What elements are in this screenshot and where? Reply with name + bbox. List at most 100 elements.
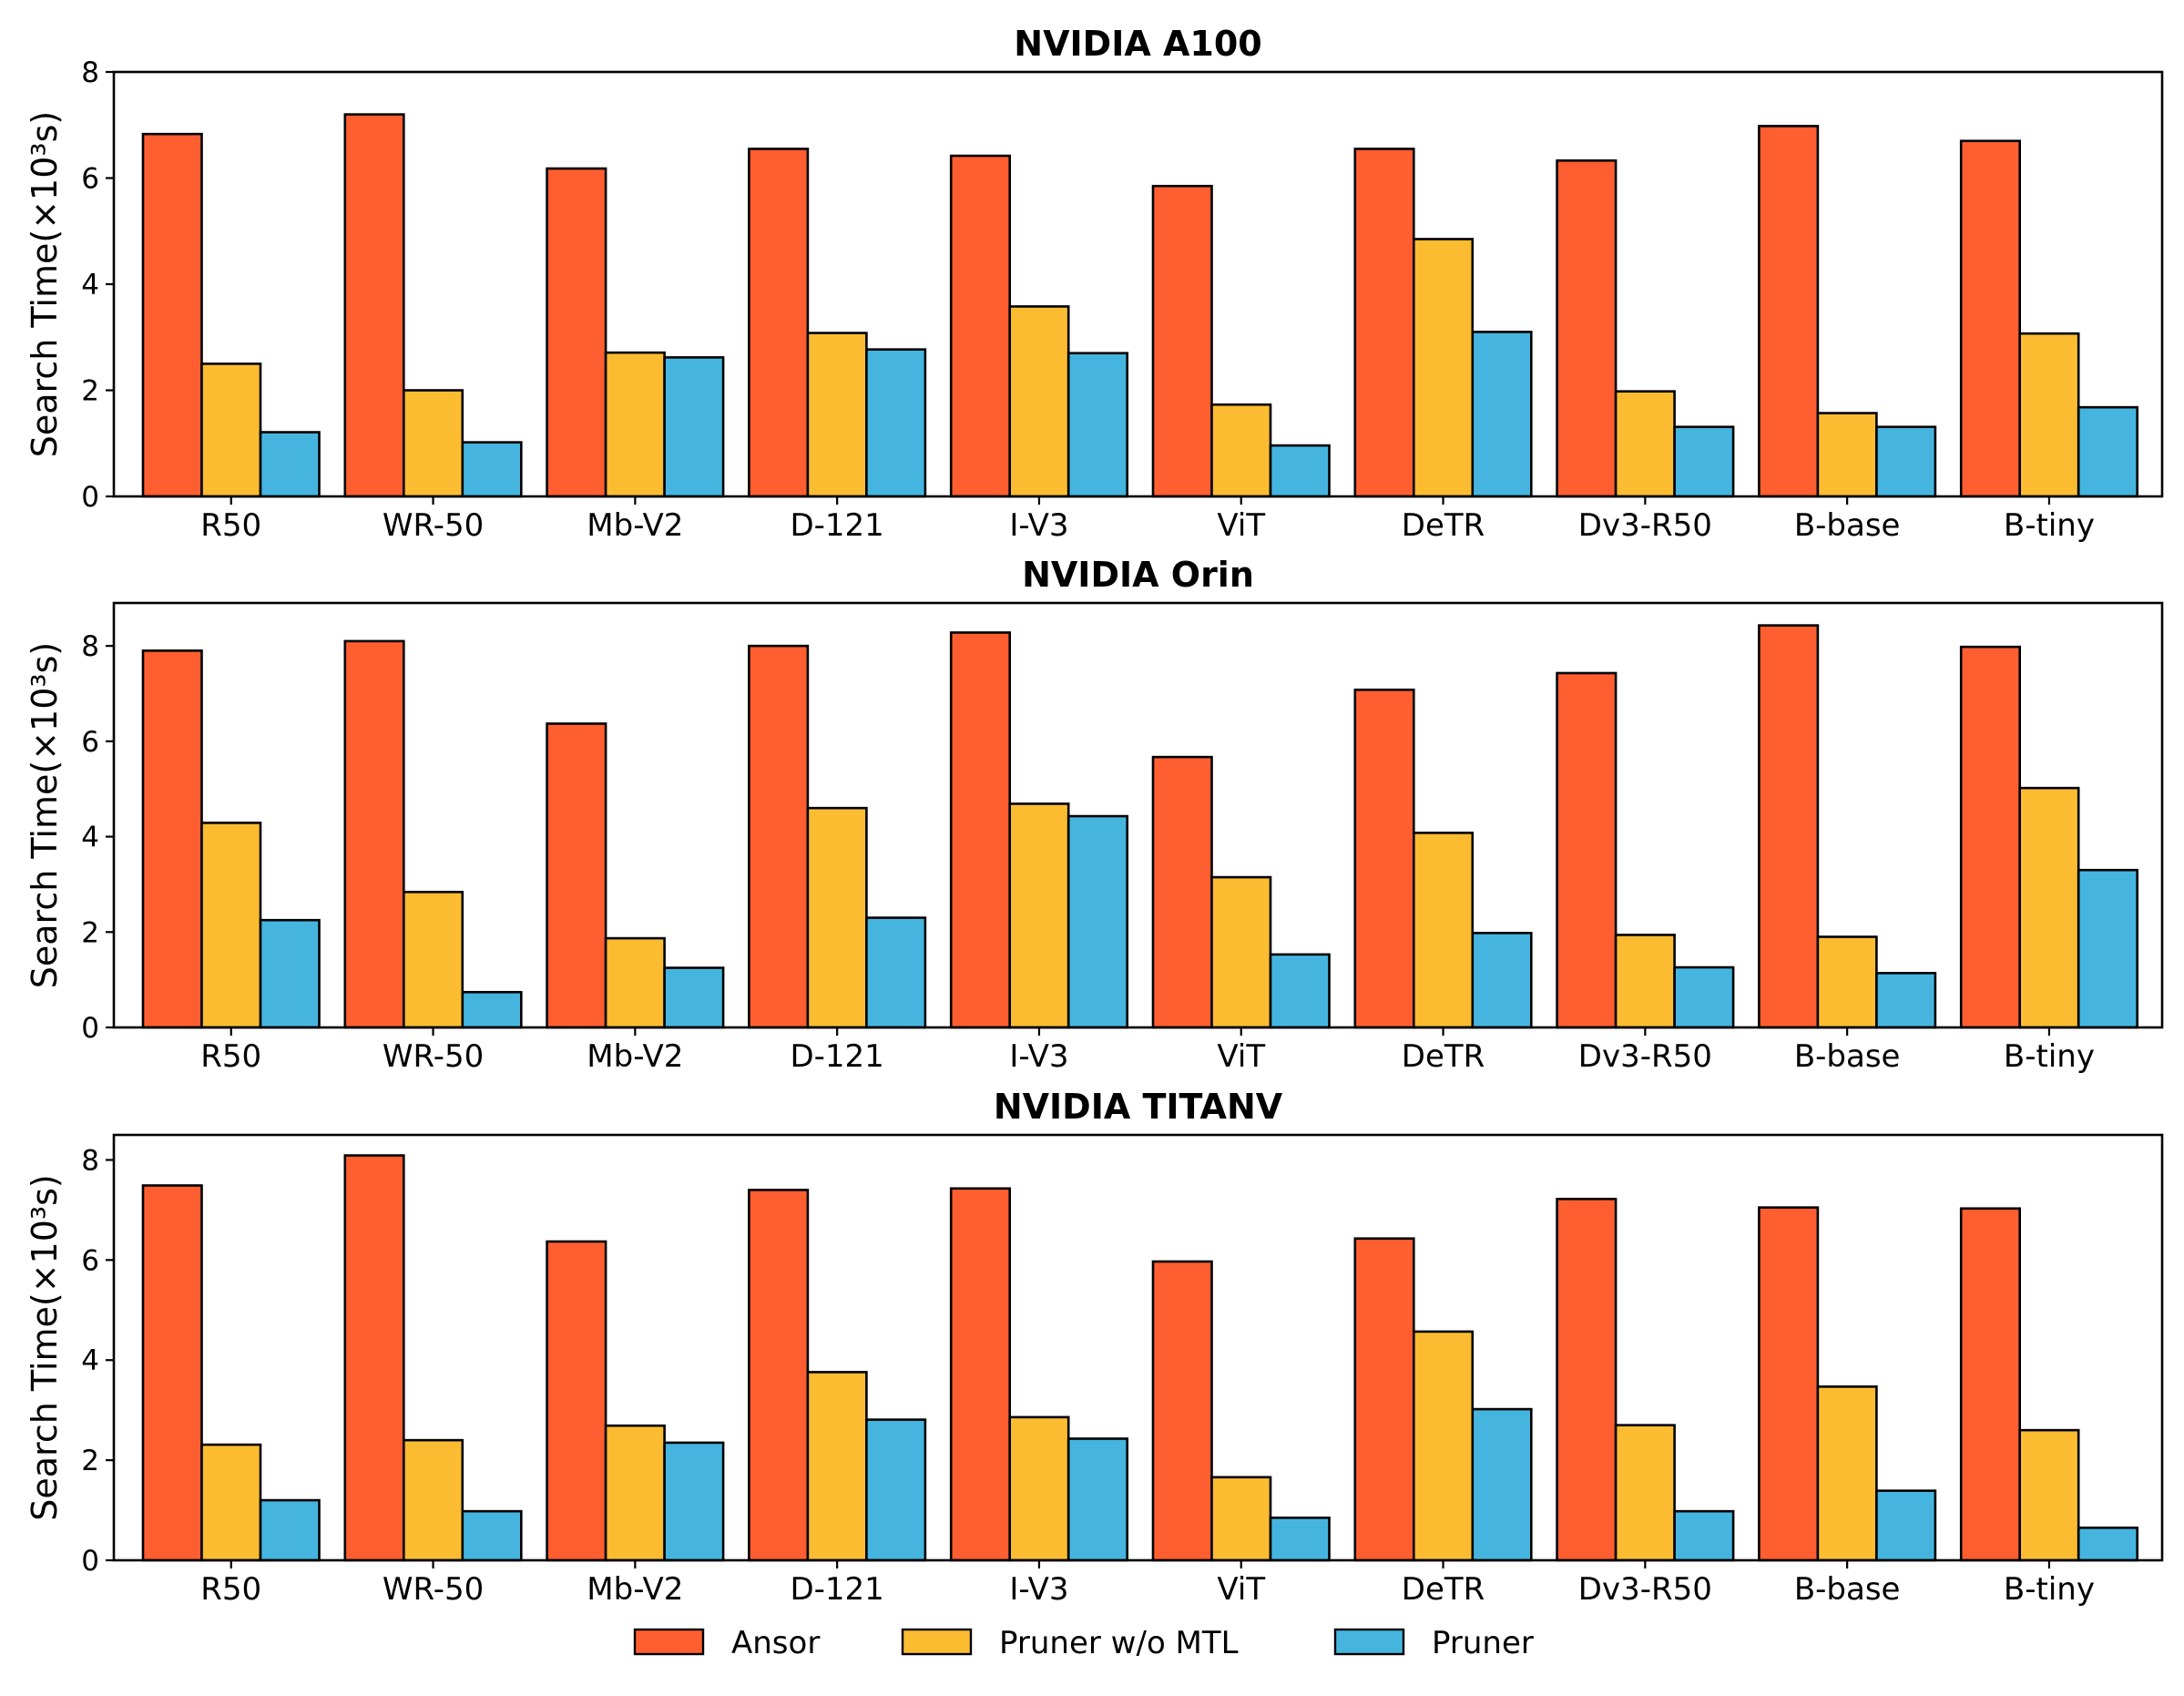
x-tick-label: Mb-V2 (587, 507, 683, 544)
bar-pruner-dv3-r50 (1673, 965, 1735, 1029)
bar-ansor-wr-50 (343, 1154, 405, 1562)
x-tick-label: D-121 (790, 1038, 883, 1075)
bar-pruner-w-o-mtl-i-v3 (1008, 802, 1070, 1029)
bar-pruner-detr (1471, 1407, 1533, 1562)
bar-pruner-w-o-mtl-wr-50 (402, 1438, 464, 1562)
bar-ansor-dv3-r50 (1556, 1198, 1618, 1562)
legend-swatch (1333, 1628, 1405, 1656)
bar-pruner-w-o-mtl-i-v3 (1008, 1415, 1070, 1562)
bar-ansor-i-v3 (949, 154, 1011, 498)
y-tick-label: 0 (81, 1012, 99, 1045)
bar-pruner-dv3-r50 (1673, 425, 1735, 498)
bar-ansor-detr (1353, 1237, 1415, 1562)
bar-pruner-wr-50 (461, 1509, 523, 1562)
bar-pruner-w-o-mtl-b-base (1816, 412, 1878, 498)
bar-pruner-w-o-mtl-vit (1210, 403, 1272, 498)
x-tick-label: R50 (200, 1038, 261, 1075)
bar-pruner-b-tiny (2077, 1526, 2138, 1562)
y-tick-label: 4 (81, 269, 99, 301)
plot-frame (112, 1133, 2164, 1562)
legend-label: Pruner w/o MTL (999, 1625, 1239, 1661)
x-tick-label: I-V3 (1009, 1571, 1068, 1608)
y-tick-label: 2 (81, 916, 99, 949)
bar-ansor-dv3-r50 (1556, 158, 1618, 498)
bar-pruner-b-tiny (2077, 405, 2138, 498)
panel-title: NVIDIA A100 (1014, 24, 1261, 64)
y-tick-label: 8 (81, 630, 99, 663)
bar-ansor-detr (1353, 148, 1415, 498)
y-tick-label: 8 (81, 1144, 99, 1177)
legend: Ansor Pruner w/o MTL Pruner (633, 1625, 1534, 1661)
x-tick-label: D-121 (790, 1571, 883, 1608)
bar-ansor-mb-v2 (546, 167, 607, 498)
bar-ansor-b-tiny (1959, 1207, 2021, 1562)
bar-pruner-w-o-mtl-mb-v2 (604, 351, 666, 498)
x-tick-label: WR-50 (383, 507, 484, 544)
bar-pruner-w-o-mtl-b-tiny (2018, 1428, 2080, 1562)
bar-ansor-b-base (1758, 624, 1820, 1029)
bar-pruner-w-o-mtl-dv3-r50 (1614, 390, 1676, 498)
x-tick-label: R50 (200, 507, 261, 544)
bar-pruner-b-tiny (2077, 868, 2138, 1029)
bar-pruner-w-o-mtl-d-121 (806, 1371, 868, 1562)
legend-label: Pruner (1432, 1625, 1534, 1661)
bar-pruner-b-base (1875, 425, 1937, 498)
x-tick-label: B-base (1794, 1571, 1901, 1608)
bar-pruner-d-121 (865, 348, 927, 498)
bar-ansor-vit (1151, 184, 1213, 498)
y-tick-label: 6 (81, 1244, 99, 1277)
panel-2: NVIDIA Orin Search Time(×10³s) R50 WR-50 Mb-… (25, 555, 2164, 1075)
y-tick-label: 2 (81, 1445, 99, 1477)
bar-ansor-d-121 (748, 148, 810, 498)
y-axis-label: Search Time(×10³s) (25, 111, 65, 458)
bar-pruner-vit (1269, 953, 1331, 1029)
bar-ansor-wr-50 (343, 113, 405, 498)
y-tick-label: 4 (81, 822, 99, 854)
bar-ansor-r50 (141, 649, 203, 1029)
bar-pruner-w-o-mtl-b-tiny (2018, 332, 2080, 498)
x-tick-label: D-121 (790, 507, 883, 544)
x-tick-label: DeTR (1402, 1571, 1485, 1608)
x-tick-label: ViT (1217, 507, 1265, 544)
bar-ansor-b-base (1758, 1206, 1820, 1562)
bar-pruner-b-base (1875, 1489, 1937, 1562)
x-tick-label: B-base (1794, 1038, 1901, 1075)
x-tick-label: DeTR (1402, 507, 1485, 544)
bar-ansor-r50 (141, 132, 203, 498)
y-tick-label: 6 (81, 726, 99, 759)
bar-pruner-w-o-mtl-wr-50 (402, 389, 464, 498)
bar-pruner-wr-50 (461, 990, 523, 1029)
bar-pruner-wr-50 (461, 441, 523, 498)
y-tick-label: 0 (81, 1545, 99, 1578)
bar-pruner-b-base (1875, 972, 1937, 1029)
bar-pruner-w-o-mtl-b-base (1816, 935, 1878, 1029)
bar-ansor-d-121 (748, 1189, 810, 1562)
plot-frame (112, 601, 2164, 1029)
y-axis-label: Search Time(×10³s) (25, 642, 65, 989)
bar-pruner-w-o-mtl-r50 (200, 822, 262, 1029)
bar-pruner-w-o-mtl-i-v3 (1008, 305, 1070, 498)
bar-ansor-b-tiny (1959, 645, 2021, 1029)
y-axis-label: Search Time(×10³s) (25, 1174, 65, 1521)
y-tick-label: 0 (81, 481, 99, 514)
bar-pruner-w-o-mtl-vit (1210, 875, 1272, 1029)
bar-pruner-d-121 (865, 1418, 927, 1562)
bar-ansor-detr (1353, 688, 1415, 1029)
legend-item-ansor: Ansor (633, 1625, 820, 1661)
x-tick-label: Mb-V2 (587, 1038, 683, 1075)
bar-pruner-i-v3 (1066, 352, 1128, 498)
panels: NVIDIA A100 Search Time(×10³s) R50 WR-50 Mb-… (25, 24, 2164, 1608)
bar-pruner-i-v3 (1066, 814, 1128, 1029)
bar-pruner-mb-v2 (663, 356, 725, 498)
panel-1: NVIDIA A100 Search Time(×10³s) R50 WR-50 Mb-… (25, 24, 2164, 544)
y-tick-label: 6 (81, 163, 99, 196)
panel-title: NVIDIA Orin (1022, 555, 1254, 595)
x-tick-label: Mb-V2 (587, 1571, 683, 1608)
legend-swatch (901, 1628, 973, 1656)
bar-pruner-detr (1471, 932, 1533, 1029)
bar-pruner-w-o-mtl-d-121 (806, 806, 868, 1029)
bar-pruner-w-o-mtl-detr (1413, 1330, 1475, 1562)
bar-pruner-w-o-mtl-b-tiny (2018, 786, 2080, 1029)
y-tick-label: 2 (81, 375, 99, 408)
